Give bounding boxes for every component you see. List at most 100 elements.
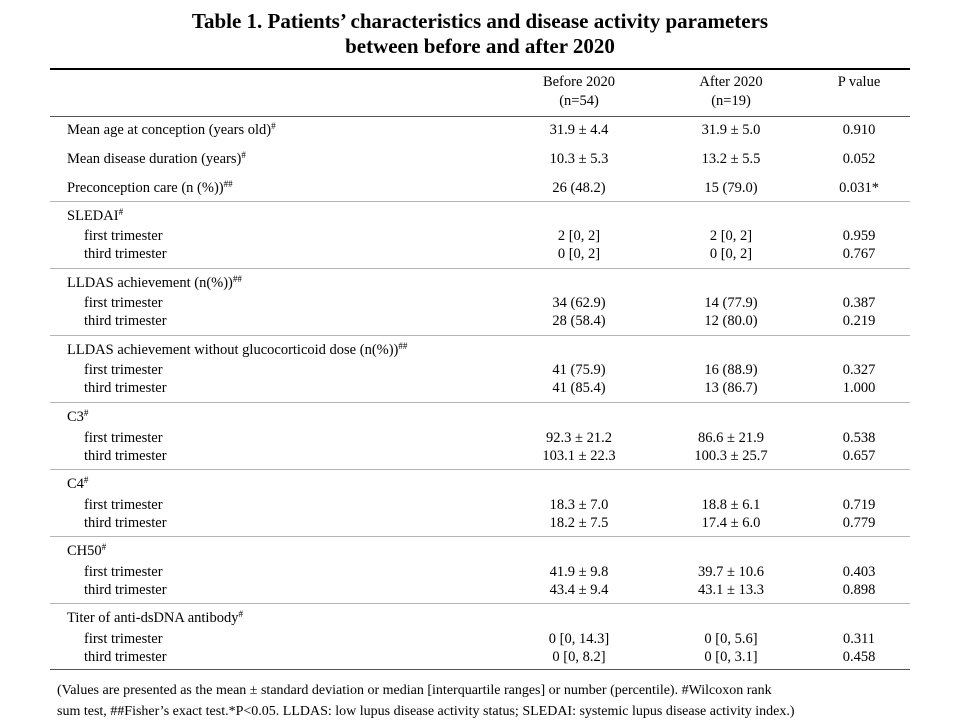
- group-label-marker: #: [118, 207, 124, 217]
- after-value: 0 [0, 2]: [709, 246, 753, 262]
- table-row: third trimester 103.1 ± 22.3 100.3 ± 25.7 0…: [50, 447, 910, 466]
- header-after-n: (n=19): [711, 93, 751, 109]
- table-row: third trimester 41 (85.4) 13 (86.7) 1.000: [50, 379, 910, 398]
- table-row: first trimester 92.3 ± 21.2 86.6 ± 21.9 0.5…: [50, 429, 910, 448]
- after-value: 0 [0, 3.1]: [704, 649, 758, 665]
- group-label-marker: #: [238, 609, 243, 619]
- header-before: Before 2020: [542, 74, 616, 90]
- table-row: third trimester 28 (58.4) 12 (80.0) 0.219: [50, 312, 910, 331]
- after-value: 100.3 ± 25.7: [694, 448, 768, 464]
- table-footnote: (Values are presented as the mean ± stan…: [57, 680, 917, 722]
- row-label: first trimester: [84, 362, 163, 378]
- table-row: Mean disease duration (years)# 10.3 ± 5.3…: [50, 150, 910, 169]
- p-value: 0.458: [842, 649, 876, 665]
- before-value: 43.4 ± 9.4: [549, 582, 609, 598]
- table-row: third trimester 0 [0, 2] 0 [0, 2] 0.767: [50, 245, 910, 264]
- row-label-marker: ##: [223, 179, 233, 189]
- after-value: 86.6 ± 21.9: [698, 430, 764, 446]
- p-value: 0.767: [842, 246, 876, 262]
- after-value: 13 (86.7): [704, 380, 758, 396]
- group-header: LLDAS achievement without glucocorticoid…: [50, 341, 910, 360]
- after-value: 31.9 ± 5.0: [701, 122, 761, 138]
- group-label-marker: #: [83, 408, 89, 418]
- group-label-text: LLDAS achievement without glucocorticoid…: [67, 342, 399, 358]
- row-label: third trimester: [84, 448, 167, 464]
- group-label: C3#: [67, 408, 88, 427]
- row-divider: [50, 669, 910, 670]
- p-value: 0.311: [842, 631, 876, 647]
- group-header: C4#: [50, 475, 910, 494]
- group-header: SLEDAI#: [50, 207, 910, 226]
- group-label-text: C4: [67, 476, 84, 492]
- before-value: 0 [0, 2]: [557, 246, 601, 262]
- p-value: 0.031*: [839, 180, 879, 196]
- header-row-2: (n=54) (n=19): [50, 92, 910, 111]
- row-label: first trimester: [84, 228, 163, 244]
- before-value: 28 (58.4): [552, 313, 606, 329]
- table-row: third trimester 18.2 ± 7.5 17.4 ± 6.0 0.779: [50, 514, 910, 533]
- after-value: 14 (77.9): [704, 295, 758, 311]
- table-row: Mean age at conception (years old)# 31.9 …: [50, 121, 910, 140]
- row-label: first trimester: [84, 430, 163, 446]
- group-label: CH50#: [67, 542, 106, 561]
- row-label: third trimester: [84, 380, 167, 396]
- p-value: 0.898: [842, 582, 876, 598]
- after-value: 12 (80.0): [704, 313, 758, 329]
- p-value: 0.327: [842, 362, 876, 378]
- before-value: 10.3 ± 5.3: [549, 151, 609, 167]
- after-value: 39.7 ± 10.6: [698, 564, 764, 580]
- row-label: third trimester: [84, 515, 167, 531]
- row-label: first trimester: [84, 564, 163, 580]
- before-value: 92.3 ± 21.2: [546, 430, 612, 446]
- header-bottom-rule: [50, 116, 910, 117]
- p-value: 0.052: [842, 151, 876, 167]
- row-divider: [50, 335, 910, 336]
- footnote-line2: sum test, ##Fisher’s exact test.*P<0.05.…: [57, 704, 795, 719]
- group-label-text: C3: [67, 409, 84, 425]
- before-value: 2 [0, 2]: [557, 228, 601, 244]
- p-value: 0.719: [842, 497, 876, 513]
- group-header: LLDAS achievement (n(%))##: [50, 274, 910, 293]
- before-value: 41 (75.9): [552, 362, 606, 378]
- after-value: 2 [0, 2]: [709, 228, 753, 244]
- p-value: 0.959: [842, 228, 876, 244]
- group-label: C4#: [67, 475, 88, 494]
- after-value: 17.4 ± 6.0: [701, 515, 761, 531]
- p-value: 0.538: [842, 430, 876, 446]
- group-label-marker: #: [83, 475, 89, 485]
- header-after: After 2020: [699, 74, 763, 90]
- after-value: 16 (88.9): [704, 362, 758, 378]
- row-label: first trimester: [84, 295, 163, 311]
- group-label: Titer of anti-dsDNA antibody#: [67, 609, 243, 628]
- table-row: first trimester 0 [0, 14.3] 0 [0, 5.6] 0.31…: [50, 630, 910, 649]
- before-value: 0 [0, 8.2]: [552, 649, 606, 665]
- table-row: first trimester 34 (62.9) 14 (77.9) 0.387: [50, 294, 910, 313]
- row-divider: [50, 603, 910, 604]
- table-title-line1: Table 1. Patients’ characteristics and d…: [191, 9, 769, 33]
- table-row: first trimester 2 [0, 2] 2 [0, 2] 0.959: [50, 227, 910, 246]
- after-value: 15 (79.0): [704, 180, 758, 196]
- row-label-text: Mean disease duration (years): [67, 151, 242, 167]
- row-divider: [50, 536, 910, 537]
- before-value: 26 (48.2): [552, 180, 606, 196]
- group-label-text: CH50: [67, 543, 102, 559]
- row-label-text: Preconception care (n (%)): [67, 180, 224, 196]
- group-header: CH50#: [50, 542, 910, 561]
- before-value: 18.2 ± 7.5: [549, 515, 609, 531]
- p-value: 0.657: [842, 448, 876, 464]
- after-value: 13.2 ± 5.5: [701, 151, 761, 167]
- before-value: 34 (62.9): [552, 295, 606, 311]
- row-label: Mean disease duration (years)#: [67, 150, 246, 169]
- header-p-value: P value: [837, 74, 881, 90]
- table-title-line2: between before and after 2020: [345, 34, 615, 58]
- group-label-text: LLDAS achievement (n(%)): [67, 275, 233, 291]
- after-value: 18.8 ± 6.1: [701, 497, 761, 513]
- after-value: 43.1 ± 13.3: [698, 582, 764, 598]
- before-value: 41.9 ± 9.8: [549, 564, 609, 580]
- row-divider: [50, 201, 910, 202]
- row-label: third trimester: [84, 649, 167, 665]
- row-divider: [50, 268, 910, 269]
- before-value: 18.3 ± 7.0: [549, 497, 609, 513]
- group-header: C3#: [50, 408, 910, 427]
- p-value: 0.387: [842, 295, 876, 311]
